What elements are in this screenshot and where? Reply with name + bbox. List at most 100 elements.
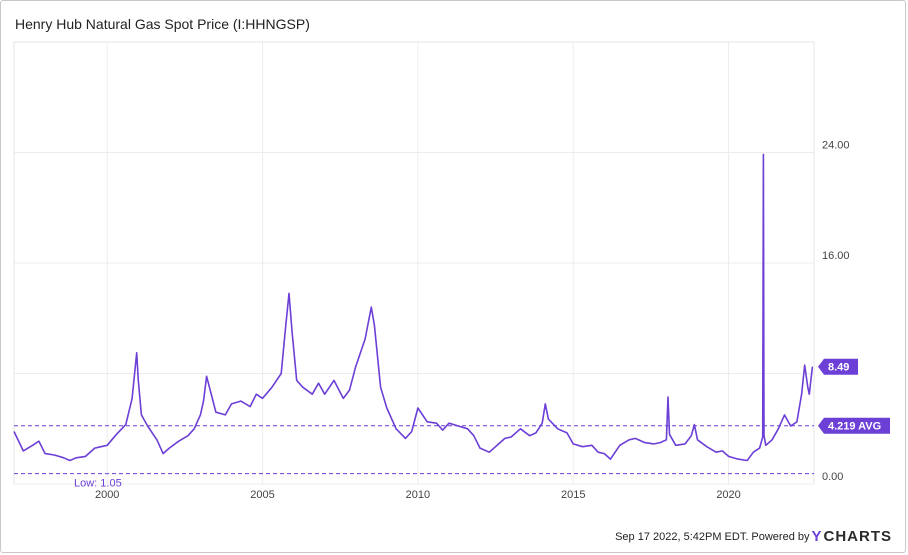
data-point[interactable] (130, 396, 135, 401)
data-point[interactable] (83, 454, 88, 459)
data-point[interactable] (176, 439, 181, 444)
data-point[interactable] (201, 399, 206, 404)
ycharts-logo[interactable]: YCHARTS (811, 528, 892, 545)
data-point[interactable] (114, 432, 119, 437)
data-point[interactable] (571, 441, 576, 446)
data-point[interactable] (229, 401, 234, 406)
data-point[interactable] (533, 430, 538, 435)
data-point[interactable] (666, 395, 671, 400)
data-point[interactable] (92, 446, 97, 451)
data-point[interactable] (409, 429, 414, 434)
data-point[interactable] (161, 451, 166, 456)
data-point[interactable] (627, 437, 632, 442)
data-point[interactable] (434, 421, 439, 426)
data-point[interactable] (658, 440, 663, 445)
data-point[interactable] (726, 454, 731, 459)
data-point[interactable] (757, 446, 762, 451)
data-point[interactable] (363, 337, 368, 342)
data-point[interactable] (667, 432, 672, 437)
data-point[interactable] (788, 424, 793, 429)
data-point[interactable] (802, 363, 807, 368)
data-point[interactable] (290, 330, 295, 335)
data-point[interactable] (471, 433, 476, 438)
data-point[interactable] (782, 412, 787, 417)
data-point[interactable] (61, 455, 66, 460)
data-point[interactable] (565, 430, 570, 435)
data-point[interactable] (394, 426, 399, 431)
data-point[interactable] (74, 455, 79, 460)
data-point[interactable] (67, 458, 72, 463)
data-point[interactable] (664, 437, 669, 442)
data-point[interactable] (260, 396, 265, 401)
data-point[interactable] (695, 437, 700, 442)
data-point[interactable] (456, 424, 461, 429)
series-layer[interactable] (12, 152, 815, 463)
data-point[interactable] (99, 444, 104, 449)
data-point[interactable] (300, 385, 305, 390)
data-point[interactable] (478, 446, 483, 451)
data-point[interactable] (763, 443, 768, 448)
data-point[interactable] (403, 436, 408, 441)
data-point[interactable] (30, 443, 35, 448)
data-point[interactable] (555, 426, 560, 431)
data-point[interactable] (502, 436, 507, 441)
data-point[interactable] (527, 433, 532, 438)
data-point[interactable] (608, 457, 613, 462)
data-point[interactable] (714, 450, 719, 455)
data-point[interactable] (192, 426, 197, 431)
data-point[interactable] (496, 441, 501, 446)
data-point[interactable] (43, 451, 48, 456)
data-point[interactable] (805, 385, 810, 390)
data-point[interactable] (761, 152, 766, 157)
data-point[interactable] (487, 450, 492, 455)
data-point[interactable] (745, 458, 750, 463)
data-point[interactable] (238, 399, 243, 404)
data-point[interactable] (294, 378, 299, 383)
data-point[interactable] (546, 417, 551, 422)
data-point[interactable] (139, 412, 144, 417)
data-point[interactable] (332, 378, 337, 383)
data-point[interactable] (36, 439, 41, 444)
data-point[interactable] (12, 429, 17, 434)
data-point[interactable] (369, 305, 374, 310)
data-point[interactable] (720, 448, 725, 453)
data-point[interactable] (269, 385, 274, 390)
data-point[interactable] (596, 450, 601, 455)
data-point[interactable] (447, 421, 452, 426)
data-point[interactable] (807, 392, 812, 397)
data-point[interactable] (21, 448, 26, 453)
data-point[interactable] (689, 433, 694, 438)
data-point[interactable] (154, 437, 159, 442)
data-point[interactable] (794, 419, 799, 424)
data-point[interactable] (770, 437, 775, 442)
data-point[interactable] (316, 381, 321, 386)
data-point[interactable] (633, 436, 638, 441)
data-point[interactable] (540, 421, 545, 426)
data-point[interactable] (762, 433, 767, 438)
data-point[interactable] (347, 388, 352, 393)
data-point[interactable] (617, 443, 622, 448)
data-point[interactable] (810, 364, 815, 369)
data-point[interactable] (683, 441, 688, 446)
data-point[interactable] (673, 443, 678, 448)
data-point[interactable] (123, 422, 128, 427)
data-point[interactable] (518, 426, 523, 431)
data-point[interactable] (704, 444, 709, 449)
data-point[interactable] (145, 424, 150, 429)
data-point[interactable] (341, 396, 346, 401)
data-point[interactable] (799, 392, 804, 397)
data-point[interactable] (580, 444, 585, 449)
data-point[interactable] (287, 291, 292, 296)
data-point[interactable] (310, 392, 315, 397)
data-point[interactable] (372, 323, 377, 328)
data-point[interactable] (776, 426, 781, 431)
data-point[interactable] (254, 392, 259, 397)
data-point[interactable] (589, 443, 594, 448)
data-point[interactable] (543, 401, 548, 406)
data-point[interactable] (384, 406, 389, 411)
data-point[interactable] (248, 404, 253, 409)
data-point[interactable] (751, 450, 756, 455)
data-point[interactable] (642, 440, 647, 445)
data-point[interactable] (213, 410, 218, 415)
